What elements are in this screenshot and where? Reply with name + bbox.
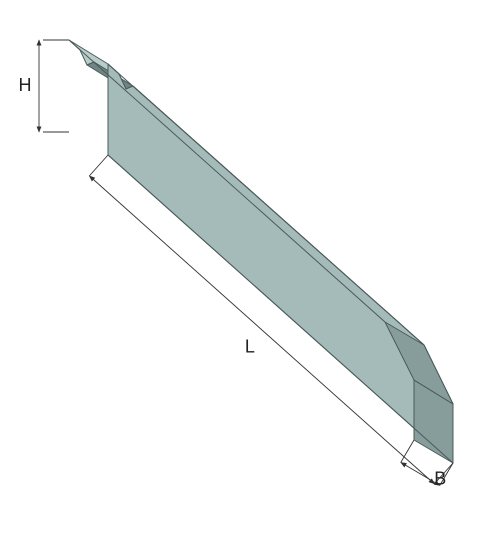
beam-diagram: H L B [0, 0, 500, 541]
beam-solid [69, 40, 453, 463]
label-width: B [434, 469, 446, 489]
label-length: L [245, 337, 255, 357]
dimension-labels: H L B [19, 75, 447, 489]
label-height: H [19, 75, 32, 95]
